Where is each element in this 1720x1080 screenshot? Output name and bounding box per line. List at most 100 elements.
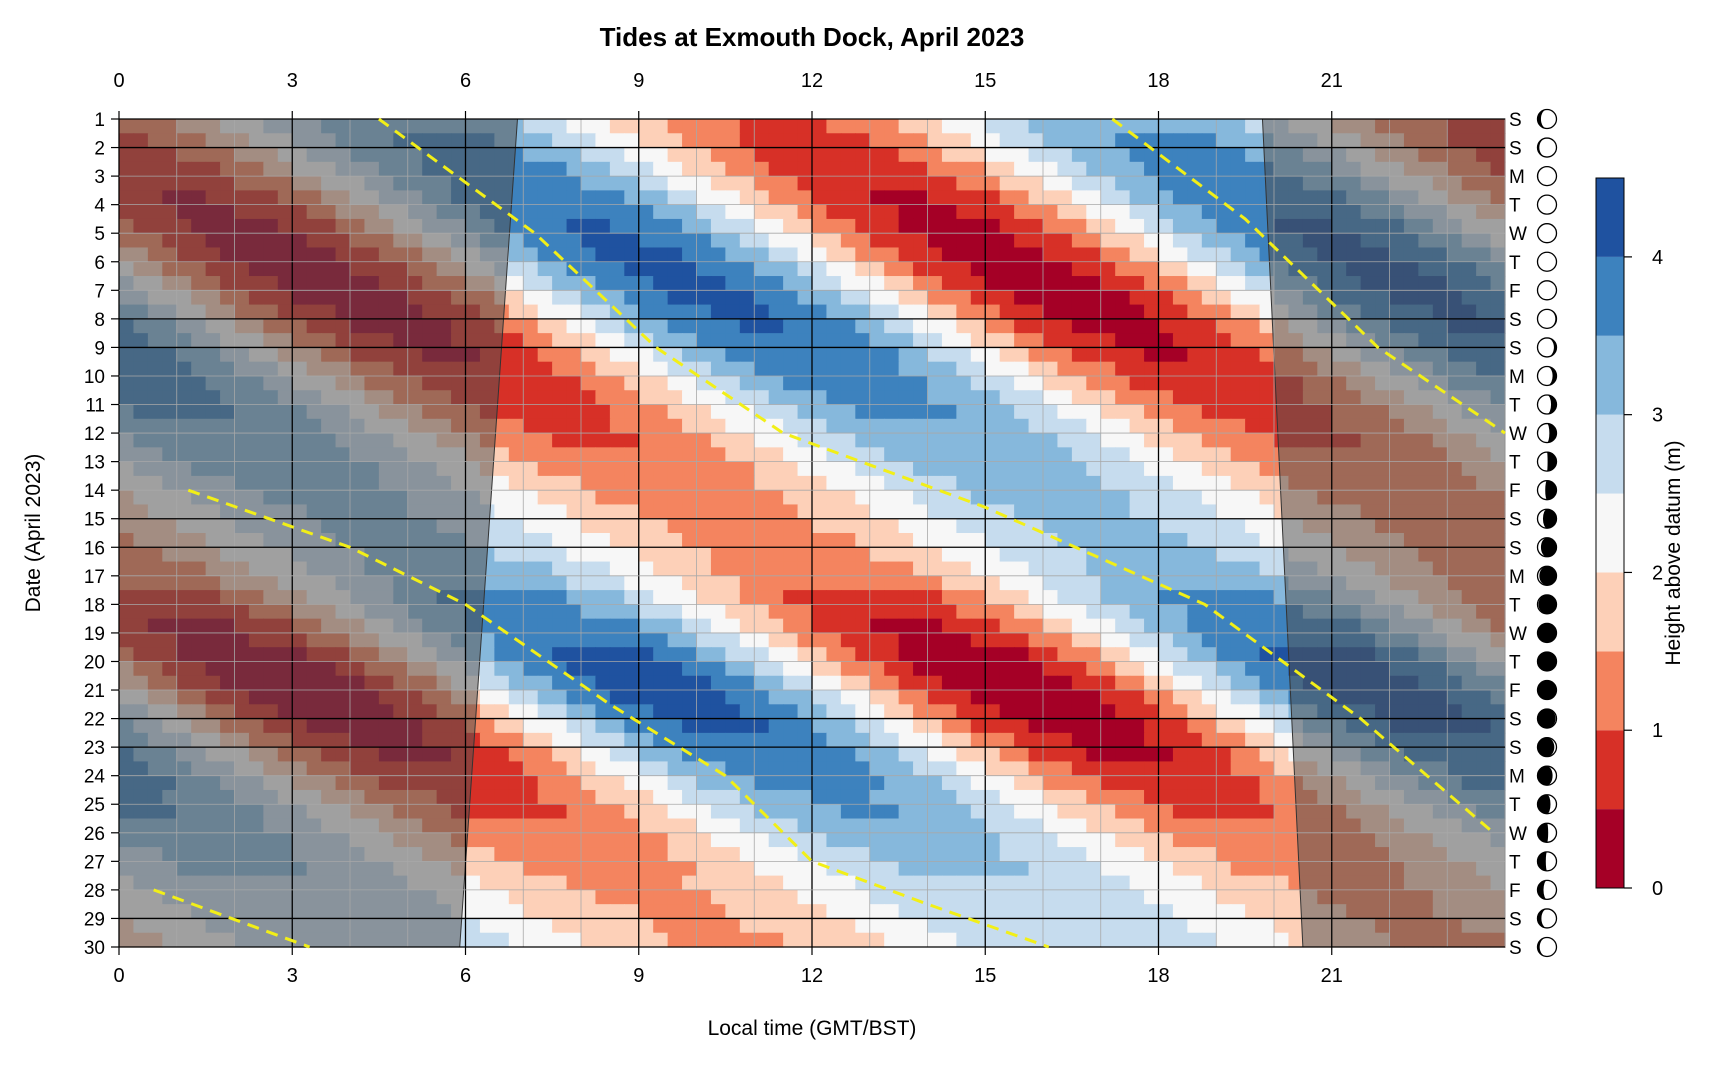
heatmap-cell — [725, 461, 741, 477]
heatmap-cell — [725, 747, 741, 763]
heatmap-cell — [1172, 647, 1188, 663]
heatmap-cell — [1115, 147, 1131, 163]
heatmap-cell — [638, 261, 654, 277]
heatmap-cell — [1028, 261, 1044, 277]
heatmap-cell — [638, 361, 654, 377]
heatmap-cell — [624, 504, 640, 520]
heatmap-cell — [653, 761, 669, 777]
heatmap-cell — [956, 690, 972, 705]
heatmap-cell — [710, 418, 726, 434]
heatmap-cell — [1216, 804, 1232, 820]
heatmap-cell — [725, 761, 741, 777]
heatmap-cell — [941, 804, 957, 820]
heatmap-cell — [1259, 590, 1275, 605]
heatmap-cell — [1086, 190, 1102, 206]
heatmap-cell — [1245, 804, 1261, 820]
heatmap-cell — [581, 333, 597, 349]
heatmap-cell — [812, 361, 828, 377]
heatmap-cell — [898, 461, 914, 477]
heatmap-cell — [913, 647, 929, 663]
heatmap-cell — [710, 832, 726, 848]
heatmap-cell — [682, 375, 698, 391]
heatmap-cell — [609, 433, 625, 448]
heatmap-cell — [927, 318, 943, 334]
heatmap-cell — [1172, 618, 1188, 634]
heatmap-cell — [1201, 447, 1217, 463]
heatmap-cell — [1014, 133, 1030, 149]
heatmap-cell — [941, 675, 957, 691]
heatmap-cell — [609, 475, 625, 491]
heatmap-cell — [797, 233, 813, 249]
heatmap-cell — [566, 718, 582, 734]
heatmap-cell — [1100, 690, 1116, 705]
heatmap-cell — [970, 276, 986, 291]
heatmap-cell — [941, 590, 957, 605]
heatmap-cell — [1115, 475, 1131, 491]
heatmap-cell — [855, 304, 871, 320]
heatmap-cell — [826, 547, 842, 563]
heatmap-cell — [581, 575, 597, 591]
heatmap-cell — [783, 133, 799, 149]
heatmap-cell — [1129, 133, 1145, 149]
heatmap-cell — [985, 490, 1001, 506]
heatmap-cell — [768, 190, 784, 206]
heatmap-cell — [523, 632, 539, 648]
heatmap-cell — [941, 375, 957, 391]
heatmap-cell — [667, 518, 683, 534]
heatmap-cell — [1071, 347, 1087, 363]
heatmap-cell — [638, 789, 654, 805]
heatmap-cell — [609, 561, 625, 577]
heatmap-cell — [710, 575, 726, 591]
heatmap-cell — [884, 361, 900, 377]
heatmap-cell — [710, 632, 726, 648]
heatmap-cell — [956, 832, 972, 848]
heatmap-cell — [884, 847, 900, 862]
heatmap-cell — [595, 361, 611, 377]
heatmap-cell — [812, 661, 828, 677]
heatmap-cell — [1014, 218, 1030, 234]
heatmap-cell — [552, 404, 568, 420]
heatmap-cell — [682, 461, 698, 477]
heatmap-cell — [985, 361, 1001, 377]
heatmap-cell — [1245, 233, 1261, 249]
heatmap-cell — [927, 704, 943, 720]
heatmap-cell — [1172, 304, 1188, 320]
heatmap-cell — [1014, 176, 1030, 191]
heatmap-cell — [855, 247, 871, 263]
heatmap-cell — [1245, 290, 1261, 306]
heatmap-cell — [1129, 804, 1145, 820]
heatmap-cell — [941, 547, 957, 563]
heatmap-cell — [609, 618, 625, 634]
heatmap-cell — [1014, 647, 1030, 663]
heatmap-cell — [624, 418, 640, 434]
heatmap-cell — [682, 847, 698, 862]
heatmap-cell — [840, 475, 856, 491]
heatmap-cell — [999, 747, 1015, 763]
heatmap-cell — [869, 533, 885, 548]
heatmap-cell — [1028, 533, 1044, 548]
heatmap-cell — [595, 789, 611, 805]
heatmap-cell — [739, 204, 755, 220]
heatmap-cell — [826, 818, 842, 834]
heatmap-cell — [1086, 375, 1102, 391]
heatmap-cell — [739, 575, 755, 591]
heatmap-cell — [1115, 333, 1131, 349]
heatmap-cell — [1245, 690, 1261, 705]
heatmap-cell — [624, 690, 640, 705]
heatmap-cell — [1129, 261, 1145, 277]
heatmap-cell — [523, 732, 539, 748]
heatmap-cell — [884, 276, 900, 291]
heatmap-cell — [855, 618, 871, 634]
heatmap-cell — [725, 604, 741, 620]
heatmap-cell — [826, 847, 842, 862]
heatmap-cell — [985, 233, 1001, 249]
heatmap-cell — [1043, 632, 1059, 648]
heatmap-cell — [494, 804, 510, 820]
heatmap-cell — [783, 647, 799, 663]
heatmap-cell — [710, 147, 726, 163]
heatmap-cell — [913, 690, 929, 705]
heatmap-cell — [508, 475, 524, 491]
heatmap-cell — [855, 675, 871, 691]
heatmap-cell — [855, 318, 871, 334]
heatmap-cell — [1115, 832, 1131, 848]
